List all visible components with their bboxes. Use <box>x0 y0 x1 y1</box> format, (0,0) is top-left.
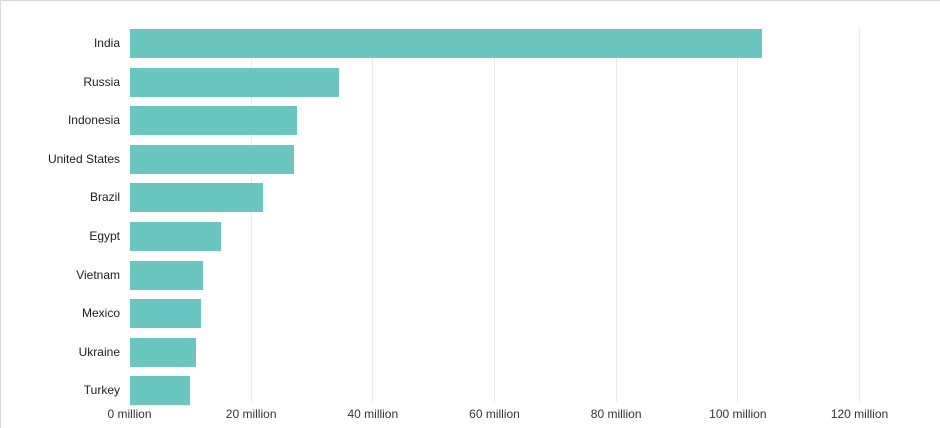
bar <box>129 29 763 58</box>
x-tick-label: 40 million <box>347 407 399 421</box>
category-label: Egypt <box>89 229 120 243</box>
category-label: United States <box>47 151 120 166</box>
bar <box>129 222 221 251</box>
bar <box>129 376 191 406</box>
category-label: India <box>93 36 120 50</box>
bar <box>129 337 196 367</box>
category-label: Vietnam <box>76 267 120 282</box>
x-tick-label: 20 million <box>225 407 277 421</box>
gridline <box>737 28 739 402</box>
gridline <box>859 28 860 402</box>
gridline <box>494 28 495 402</box>
bar <box>129 144 294 174</box>
bar <box>129 299 202 329</box>
category-label: Brazil <box>89 190 120 205</box>
bar <box>129 106 297 136</box>
category-label: Indonesia <box>67 113 120 128</box>
x-tick-label: 0 million <box>107 407 152 421</box>
category-label: Turkey <box>83 383 120 398</box>
bar <box>129 260 203 290</box>
bar <box>129 67 340 97</box>
gridline <box>250 28 252 402</box>
x-tick-label: 80 million <box>590 407 642 421</box>
gridline <box>372 28 374 402</box>
bar <box>129 183 264 213</box>
x-tick-label: 100 million <box>709 407 767 421</box>
x-tick-label: 60 million <box>469 407 520 421</box>
category-label: Ukraine <box>78 344 120 359</box>
x-tick-label: 120 million <box>830 407 889 421</box>
category-label: Russia <box>83 74 120 89</box>
category-label: Mexico <box>81 306 120 321</box>
gridline <box>615 28 617 402</box>
